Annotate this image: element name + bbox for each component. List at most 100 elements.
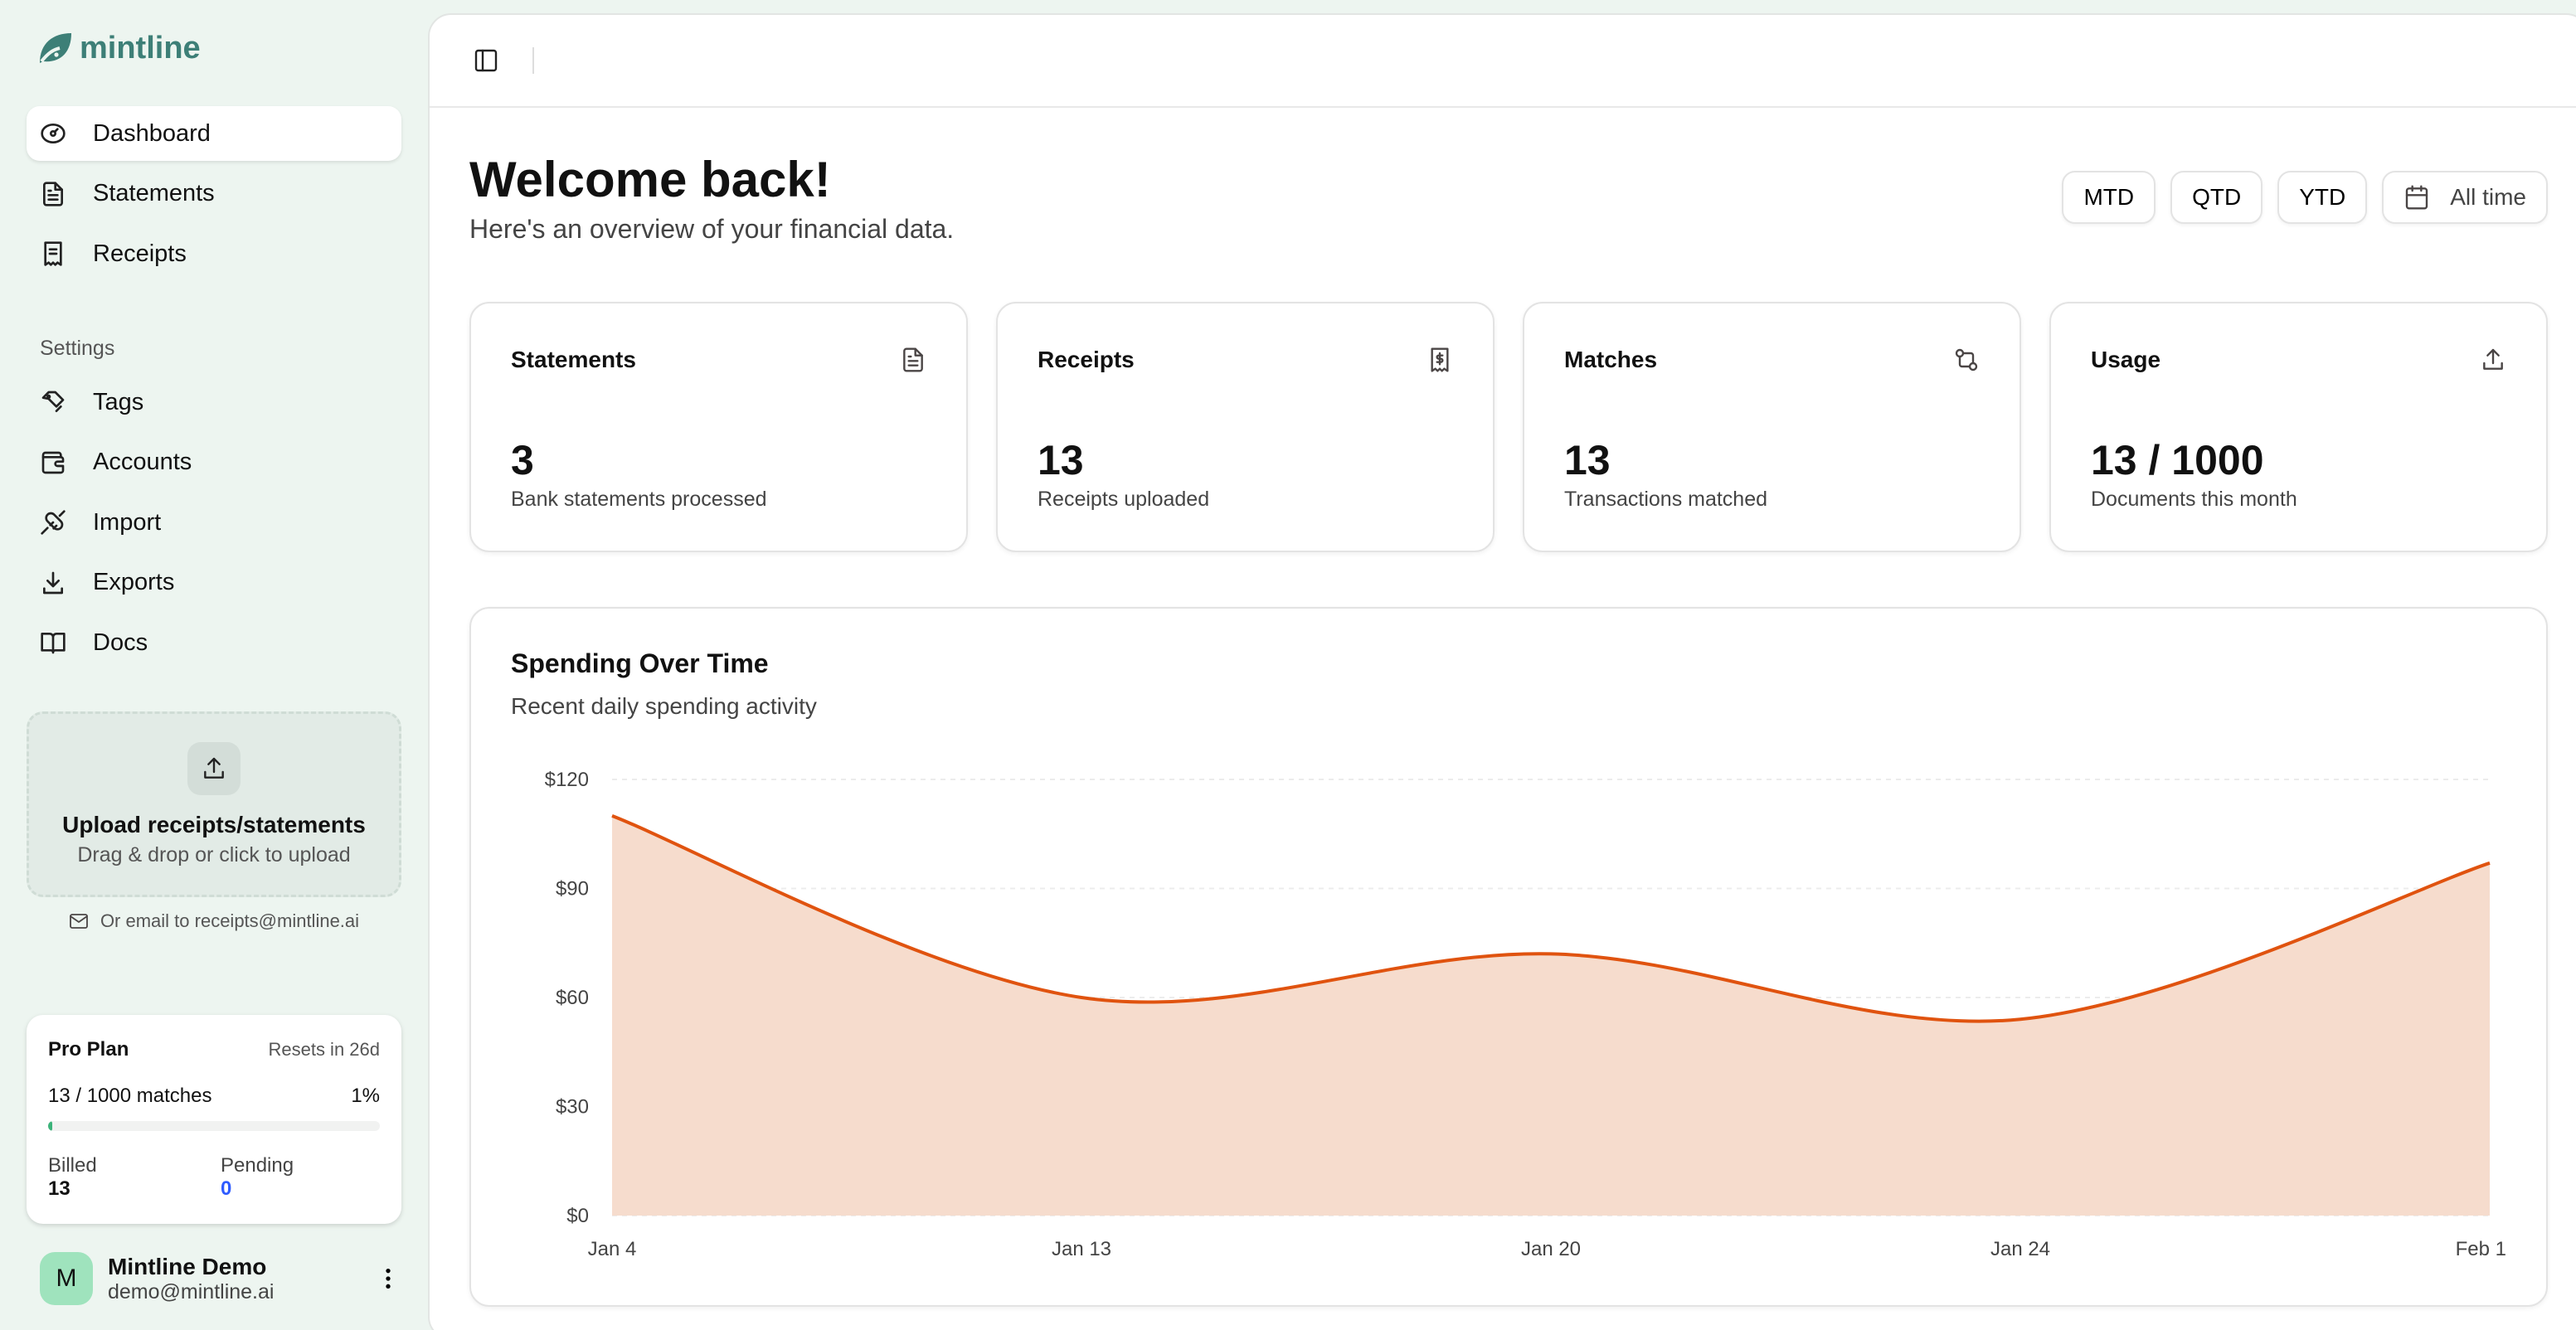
user-menu[interactable]: M Mintline Demo demo@mintline.ai <box>40 1252 401 1305</box>
series-line <box>611 813 2491 1023</box>
email-hint-text: Or email to receipts@mintline.ai <box>100 910 360 931</box>
all-time-label: All time <box>2450 184 2526 210</box>
card-title: Statements <box>511 347 636 372</box>
divider <box>532 47 534 74</box>
page-subtitle: Here's an overview of your financial dat… <box>469 214 955 244</box>
card-value: 13 <box>1038 437 1084 483</box>
chart-subtitle: Recent daily spending activity <box>511 693 817 719</box>
y-tick-label: $0 <box>566 1205 589 1227</box>
sidebar-item-tags[interactable]: Tags <box>27 375 401 430</box>
sidebar-item-statements[interactable]: Statements <box>27 167 401 221</box>
sidebar-item-label: Exports <box>93 569 175 596</box>
card-subtitle: Documents this month <box>2091 488 2297 511</box>
sidebar-item-import[interactable]: Import <box>27 495 401 550</box>
sidebar-toggle-icon[interactable] <box>473 47 499 74</box>
download-icon <box>43 571 63 595</box>
range-qtd-button[interactable]: QTD <box>2170 171 2263 224</box>
settings-nav: Tags Accounts Import Exports Docs <box>27 375 401 676</box>
spending-area-chart: $0 $30 $60 $90 $120 Jan 4 Jan 13 Jan 20 Jan 24 Fe… <box>545 769 2506 1260</box>
sidebar-item-label: Import <box>93 508 162 536</box>
sidebar-item-accounts[interactable]: Accounts <box>27 435 401 490</box>
upload-dropzone[interactable]: Upload receipts/statements Drag & drop o… <box>27 711 401 897</box>
x-tick-label: Jan 4 <box>588 1238 637 1260</box>
main-nav: Dashboard Statements Receipts <box>27 106 401 287</box>
book-icon <box>41 633 66 654</box>
pending-label: Pending <box>221 1154 294 1177</box>
card-subtitle: Receipts uploaded <box>1038 488 1210 511</box>
sidebar-item-label: Docs <box>93 629 148 656</box>
y-tick-label: $120 <box>545 769 589 791</box>
card-subtitle: Bank statements processed <box>511 488 767 511</box>
sidebar-item-label: Receipts <box>93 240 187 267</box>
file-text-icon <box>900 347 926 373</box>
receipt-dollar-icon <box>1427 347 1453 373</box>
git-compare-icon <box>1953 347 1980 373</box>
more-vertical-icon[interactable] <box>375 1265 401 1292</box>
receipt-icon <box>44 241 62 266</box>
mail-icon <box>70 914 88 929</box>
y-tick-label: $90 <box>556 878 589 900</box>
user-email: demo@mintline.ai <box>108 1279 275 1303</box>
topbar <box>430 15 2576 108</box>
x-tick-label: Jan 20 <box>1521 1238 1581 1260</box>
y-tick-label: $60 <box>556 987 589 1009</box>
sidebar-item-label: Dashboard <box>93 119 211 147</box>
range-ytd-button[interactable]: YTD <box>2277 171 2368 224</box>
plan-usage: 13 / 1000 matches <box>48 1085 212 1107</box>
user-name: Mintline Demo <box>108 1253 267 1279</box>
spending-chart-card: $0 $30 $60 $90 $120 Jan 4 Jan 13 Jan 20 Jan 24 Fe… <box>469 607 2548 1307</box>
tags-icon <box>41 391 65 412</box>
area-fill <box>612 815 2490 1216</box>
x-tick-label: Feb 1 <box>2456 1238 2506 1260</box>
logo[interactable]: mintline <box>36 30 201 66</box>
avatar: M <box>40 1252 93 1305</box>
plan-progress-fill <box>48 1121 53 1131</box>
sidebar: mintline Dashboard Statements Receipts S… <box>0 0 425 1330</box>
upload-subtitle: Drag & drop or click to upload <box>77 843 351 866</box>
card-value: 13 <box>1564 437 1611 483</box>
card-subtitle: Transactions matched <box>1564 488 1768 511</box>
sidebar-item-receipts[interactable]: Receipts <box>27 226 401 281</box>
upload-icon <box>2480 347 2506 373</box>
stat-card-usage: Usage 13 / 1000 Documents this month <box>2049 302 2548 552</box>
plan-percent: 1% <box>351 1085 380 1107</box>
billed-label: Billed <box>48 1154 97 1177</box>
plug-icon <box>41 510 66 535</box>
sidebar-item-label: Statements <box>93 180 215 207</box>
stat-card-matches: Matches 13 Transactions matched <box>1523 302 2021 552</box>
card-title: Receipts <box>1038 347 1135 372</box>
x-tick-label: Jan 24 <box>1990 1238 2050 1260</box>
sidebar-item-label: Accounts <box>93 449 192 476</box>
range-mtd-button[interactable]: MTD <box>2062 171 2156 224</box>
sidebar-item-dashboard[interactable]: Dashboard <box>27 106 401 161</box>
main-panel: Welcome back! Here's an overview of your… <box>428 13 2576 1330</box>
stat-card-receipts: Receipts 13 Receipts uploaded <box>996 302 1495 552</box>
page-title: Welcome back! <box>469 152 831 207</box>
plan-progress-bar <box>48 1121 380 1131</box>
y-tick-label: $30 <box>556 1096 589 1119</box>
billed-value: 13 <box>48 1177 70 1200</box>
sidebar-item-docs[interactable]: Docs <box>27 615 401 670</box>
leaf-logo-icon <box>40 33 71 63</box>
upload-title: Upload receipts/statements <box>62 812 366 837</box>
upload-icon <box>187 742 241 795</box>
wallet-icon <box>41 451 65 473</box>
brand-name: mintline <box>80 30 201 66</box>
plan-resets: Resets in 26d <box>268 1039 380 1060</box>
gauge-icon <box>41 124 66 143</box>
x-tick-label: Jan 13 <box>1052 1238 1111 1260</box>
stat-card-statements: Statements 3 Bank statements processed <box>469 302 968 552</box>
pending-value: 0 <box>221 1177 232 1200</box>
sidebar-item-label: Tags <box>93 388 144 415</box>
card-title: Matches <box>1564 347 1658 372</box>
sidebar-item-exports[interactable]: Exports <box>27 556 401 610</box>
card-title: Usage <box>2091 347 2161 372</box>
settings-section-label: Settings <box>40 337 115 360</box>
chart-title: Spending Over Time <box>511 648 769 678</box>
calendar-icon <box>2406 185 2428 210</box>
card-value: 13 / 1000 <box>2091 437 2264 483</box>
file-text-icon <box>43 181 63 206</box>
email-upload-hint: Or email to receipts@mintline.ai <box>27 910 401 932</box>
all-time-button[interactable]: All time <box>2382 171 2548 224</box>
date-range-selector: MTD QTD YTD All time <box>2062 171 2548 224</box>
